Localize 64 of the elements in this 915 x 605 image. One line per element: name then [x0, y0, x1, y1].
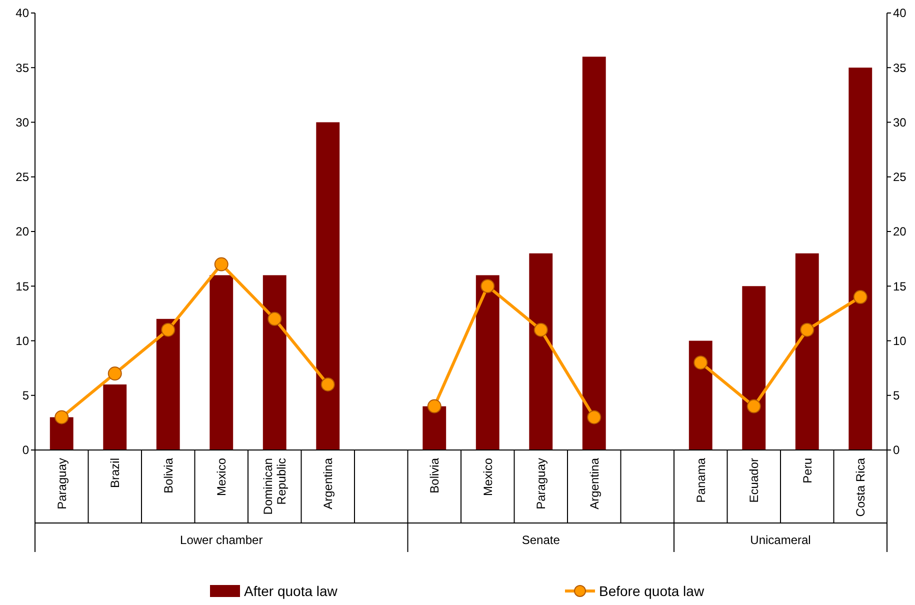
point — [320, 377, 335, 392]
y2-tick-label: 15 — [893, 279, 907, 294]
y-tick-label: 30 — [16, 115, 30, 130]
x-tick-label: Costa Rica — [854, 458, 868, 517]
bar — [316, 122, 340, 450]
legend-label: After quota law — [244, 582, 338, 599]
bar — [688, 340, 712, 450]
y2-tick-label: 5 — [893, 388, 900, 403]
point — [694, 356, 708, 370]
bar — [529, 253, 553, 450]
y2-tick-label: 25 — [893, 170, 907, 184]
y-tick-label: 10 — [16, 334, 30, 348]
y-tick-label: 40 — [16, 6, 30, 20]
x-tick-label: Mexico — [214, 458, 229, 496]
x-tick-label: Paraguay — [54, 458, 69, 510]
point — [54, 410, 69, 424]
y2-tick-label: 35 — [893, 60, 907, 75]
x-tick-label: Bolivia — [428, 458, 442, 494]
y2-tick-label: 30 — [893, 115, 907, 130]
point — [853, 290, 868, 304]
x-tick-label: Paraguay — [534, 458, 548, 510]
x-tick-label: Brazil — [108, 458, 122, 488]
y2-tick-label: 10 — [893, 334, 907, 348]
text: Unicameral — [750, 533, 811, 547]
point — [108, 366, 122, 381]
point — [534, 322, 548, 337]
point — [587, 410, 602, 424]
x-tick-label: Peru — [800, 458, 814, 484]
y-tick-label: 0 — [22, 443, 30, 458]
point — [161, 322, 176, 337]
y-tick-label: 20 — [16, 224, 30, 239]
bar — [476, 275, 500, 450]
point — [214, 257, 228, 272]
point — [427, 399, 442, 414]
bar — [210, 275, 234, 450]
text: Senate — [522, 533, 560, 547]
bar — [156, 318, 180, 450]
x-tick-label: Mexico — [480, 458, 495, 496]
bar — [262, 275, 286, 450]
bar — [103, 384, 127, 450]
point — [800, 322, 814, 337]
y-tick-label: 35 — [16, 60, 30, 75]
x-tick-label: Ecuador — [747, 458, 762, 503]
bar — [795, 253, 819, 450]
y-tick-label: 25 — [16, 170, 30, 184]
point — [746, 399, 761, 414]
x-tick-label: Bolivia — [161, 458, 176, 494]
y-tick-label: 15 — [16, 279, 30, 294]
bar — [742, 286, 766, 450]
x-tick-label: Argentina — [587, 458, 602, 510]
bar — [582, 56, 606, 450]
point — [480, 279, 495, 294]
bar — [848, 68, 872, 450]
y2-tick-label: 20 — [893, 224, 907, 239]
x-tick-label: Argentina — [321, 458, 336, 510]
x-tick-label: Dominican Republic — [261, 458, 288, 515]
y2-tick-label: 40 — [893, 6, 907, 20]
legend-label: Before quota law — [599, 582, 705, 599]
x-tick-label: Panama — [694, 458, 708, 503]
y-tick-label: 5 — [22, 388, 30, 403]
y2-tick-label: 0 — [893, 443, 900, 458]
point — [268, 312, 282, 326]
text: Lower chamber — [180, 533, 263, 547]
bar — [422, 406, 446, 450]
